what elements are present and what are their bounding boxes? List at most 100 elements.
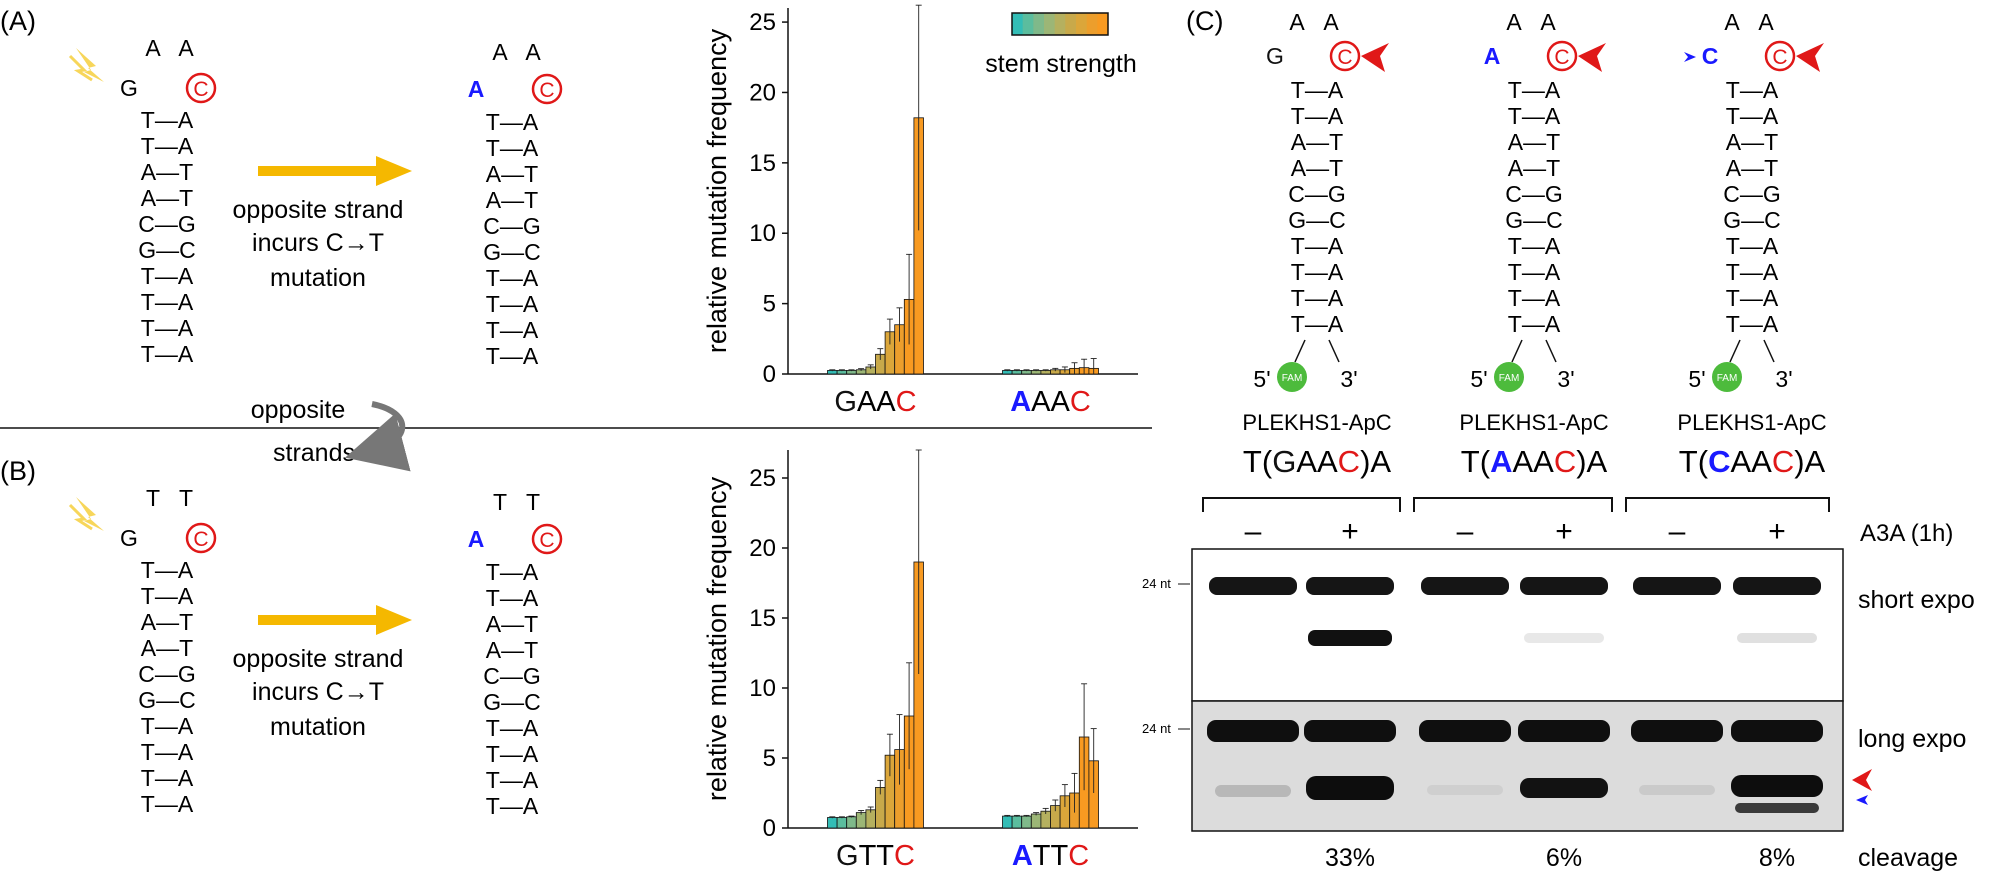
stem-strength-legend: stem strength: [985, 12, 1137, 78]
loop-base: A: [1323, 9, 1339, 35]
bar: [1002, 815, 1013, 829]
base-pair: A—T: [1291, 129, 1343, 155]
base-pair: A—T: [141, 185, 193, 211]
fam-label-circle: [1712, 362, 1742, 392]
base-pair: T—A: [1726, 103, 1779, 129]
long-exposure-label: long expo: [1858, 725, 1966, 753]
base-pair: T—A: [1291, 311, 1344, 337]
base-pair: G—C: [1723, 207, 1781, 233]
base-pair: T—A: [486, 741, 539, 767]
strand-end: [1328, 339, 1340, 363]
base-pair: T—A: [1508, 103, 1561, 129]
y-tick-label: 0: [763, 815, 776, 842]
base-pair: T—A: [141, 107, 194, 133]
base-pair: T—A: [1726, 77, 1779, 103]
base-pair: T—A: [486, 793, 539, 819]
curved-arrow-icon: [344, 401, 411, 472]
full-length-band: [1520, 577, 1608, 595]
base-pair: A—T: [1508, 155, 1560, 181]
loop-base: A: [178, 35, 194, 61]
target-circle: [1546, 40, 1578, 72]
fam-label: FAM: [1717, 373, 1738, 384]
target-base: C: [539, 79, 554, 102]
five-prime: 5': [1253, 366, 1270, 392]
y-tick-label: 20: [749, 79, 776, 106]
hairpin-a-wildtype: A A G C T—AT—AA—TA—TC—GG—CT—AT—AT—AT—A: [120, 35, 217, 367]
panel-a-label: (A): [0, 6, 36, 36]
three-prime: 3': [1340, 366, 1357, 392]
legend-swatch: [1044, 13, 1056, 35]
category-label: GTTC: [836, 840, 915, 872]
cleavage-arrow-icon: [1578, 43, 1606, 72]
base-pair: T—A: [1508, 233, 1561, 259]
base-pair: T—A: [486, 135, 539, 161]
base-pair: C—G: [483, 213, 541, 239]
gel-image: – + – + – + A3A (1h) 24 nt 24 nt short expo long e…: [1142, 497, 1975, 872]
cleavage-band: [1215, 785, 1291, 797]
bar: [1030, 813, 1042, 829]
base-pair: C—G: [483, 663, 541, 689]
legend-swatch: [1097, 13, 1109, 35]
target-base: C: [1554, 46, 1569, 69]
arrow-text: incurs C→T: [252, 229, 384, 257]
target-circle: [1329, 40, 1361, 72]
category-label: ATTC: [1012, 840, 1089, 872]
base-pair: T—A: [486, 559, 539, 585]
y-tick-label: 15: [749, 150, 776, 177]
cleavage-band: [1520, 778, 1608, 798]
legend-swatch: [1022, 13, 1034, 35]
stem: T—AT—AA—TA—TC—GG—CT—AT—AT—AT—A: [138, 557, 196, 817]
substrate-name: PLEKHS1-ApC: [1459, 410, 1608, 435]
lane-label: –: [1669, 515, 1686, 548]
stem: T—AT—AA—TA—TC—GG—CT—AT—AT—AT—A: [483, 559, 541, 819]
fam-label: FAM: [1499, 373, 1520, 384]
base-pair: T—A: [141, 583, 194, 609]
target-circle: [531, 73, 563, 105]
loop-base: A: [1724, 9, 1740, 35]
hairpin-b-wildtype: T T G C T—AT—AA—TA—TC—GG—CT—AT—AT—AT—A: [120, 485, 217, 817]
mutated-base: A: [468, 76, 485, 102]
cleavage-percent: 6%: [1546, 844, 1582, 872]
three-prime: 3': [1557, 366, 1574, 392]
divider-label-bottom: strands: [273, 439, 355, 467]
legend-frame: [1011, 12, 1109, 36]
lane-label: +: [1341, 515, 1359, 548]
product-arrow-icon: [1856, 795, 1868, 805]
base-pair: T—A: [486, 767, 539, 793]
base-pair: G—C: [483, 689, 541, 715]
base-pair: T—A: [1291, 77, 1344, 103]
variable-base: A: [1484, 43, 1501, 69]
lane-bracket: [1202, 497, 1401, 512]
category-label: AAAC: [1010, 386, 1091, 418]
strand-end: [1545, 339, 1557, 363]
panel-b-label: (B): [0, 456, 36, 486]
legend-swatch: [1054, 13, 1066, 35]
lane-bracket: [1625, 497, 1830, 512]
base-pair: T—A: [141, 739, 194, 765]
cleavage-band: [1427, 785, 1503, 795]
base-pair: C—G: [1723, 181, 1781, 207]
loop-base: A: [1506, 9, 1522, 35]
loop-base: T: [526, 489, 540, 515]
bar: [827, 817, 838, 829]
cleavage-label: cleavage: [1858, 844, 1958, 872]
base-pair: C—G: [138, 211, 196, 237]
mutated-base: A: [468, 526, 485, 552]
base-pair: A—T: [486, 187, 538, 213]
bar: [1021, 815, 1032, 829]
treatment-label: A3A (1h): [1860, 520, 1953, 547]
product-arrow-icon: [1684, 52, 1696, 62]
base-pair: T—A: [486, 109, 539, 135]
base-pair: C—G: [1288, 181, 1346, 207]
panel-b: (B) T T G C T—AT—AA—TA—TC—GG—CT—AT—AT—AT…: [0, 456, 563, 819]
base-pair: A—T: [486, 611, 538, 637]
lane-label: +: [1555, 515, 1573, 548]
mutated-base: G: [120, 525, 138, 551]
size-marker: 24 nt: [1142, 721, 1171, 736]
full-length-band: [1518, 720, 1610, 742]
mutation-arrow: [258, 605, 412, 635]
loop-base: A: [525, 39, 541, 65]
full-length-band: [1207, 720, 1299, 742]
